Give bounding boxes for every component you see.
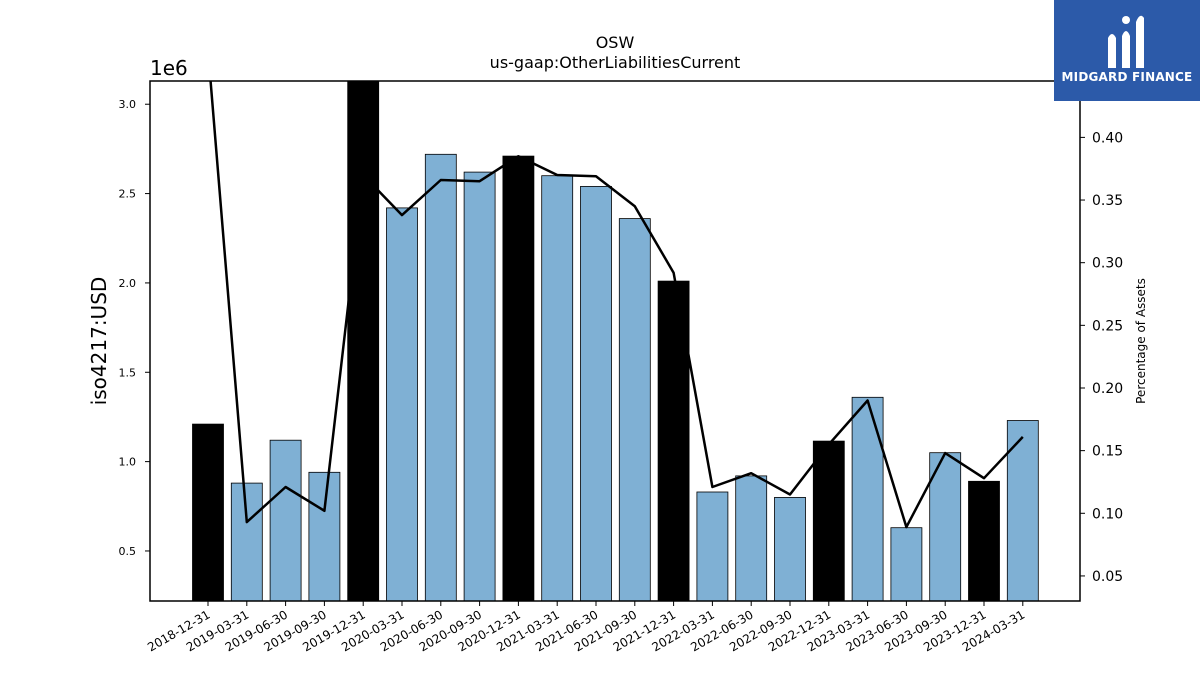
y-offset-label: 1e6 xyxy=(150,56,188,80)
bar-2021-06-30 xyxy=(580,185,612,601)
bar-2022-09-30 xyxy=(774,496,806,601)
bar-2022-03-31 xyxy=(696,491,729,601)
bar-2020-03-31 xyxy=(386,207,418,601)
bar-2022-06-30 xyxy=(735,475,768,601)
bar-2023-03-31 xyxy=(851,396,884,601)
bar-2020-06-30 xyxy=(424,153,457,601)
y-axis-label: iso4217:USD xyxy=(87,277,111,406)
y-tick-label: 1.5 xyxy=(119,366,137,379)
y-tick-label: 1.0 xyxy=(119,456,137,469)
midgard-finance-logo: MIDGARD FINANCE xyxy=(1054,0,1200,101)
chart-title: OSW xyxy=(596,33,635,52)
bar-2024-03-31 xyxy=(1006,420,1039,601)
y-right-tick-label: 0.35 xyxy=(1092,193,1123,209)
y-right-tick-label: 0.40 xyxy=(1092,130,1123,146)
y-tick-label: 0.5 xyxy=(119,545,137,558)
y-tick-label: 3.0 xyxy=(119,98,137,111)
pct-line-group xyxy=(209,81,1024,529)
chart-subtitle: us-gaap:OtherLiabilitiesCurrent xyxy=(490,53,741,72)
logo-text: MIDGARD FINANCE xyxy=(1061,70,1193,84)
y-right-tick-label: 0.05 xyxy=(1092,569,1123,585)
y-axis-right-label: Percentage of Assets xyxy=(1134,278,1148,404)
y-right-tick-label: 0.30 xyxy=(1092,256,1123,272)
bar-2021-09-30 xyxy=(618,218,651,601)
bar-2019-12-31 xyxy=(347,81,380,601)
y-tick-label: 2.5 xyxy=(119,188,137,201)
bar-2019-03-31 xyxy=(230,482,263,601)
logo-mark-icon xyxy=(1108,15,1144,68)
bar-2020-12-31 xyxy=(502,155,535,601)
bar-2023-06-30 xyxy=(890,527,923,601)
plot-frame xyxy=(149,80,1081,602)
y-right-tick-label: 0.20 xyxy=(1092,381,1123,397)
bar-2018-12-31 xyxy=(192,423,224,601)
bar-2021-03-31 xyxy=(541,175,574,601)
bar-2023-12-31 xyxy=(968,480,1000,601)
y-tick-label: 2.0 xyxy=(119,277,137,290)
bar-2022-12-31 xyxy=(812,440,845,601)
bar-2019-09-30 xyxy=(308,471,341,601)
y-right-tick-label: 0.15 xyxy=(1092,444,1123,460)
pct-of-assets-line xyxy=(209,81,1024,529)
bar-2019-06-30 xyxy=(269,439,302,601)
y-right-tick-label: 0.25 xyxy=(1092,318,1123,334)
bar-2020-09-30 xyxy=(463,171,496,601)
y-right-tick-label: 0.10 xyxy=(1092,506,1123,522)
bars-group xyxy=(192,81,1039,601)
bar-2023-09-30 xyxy=(929,452,962,601)
